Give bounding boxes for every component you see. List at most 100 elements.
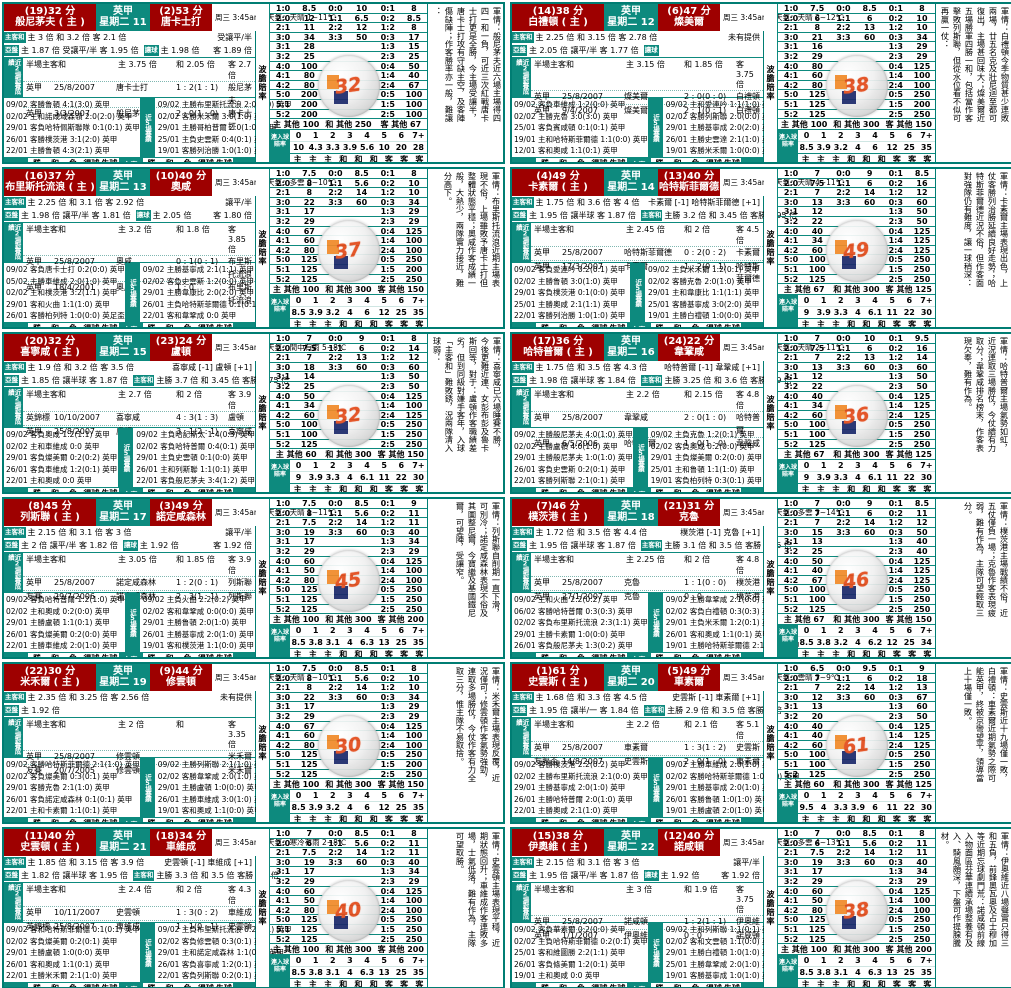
home-team-block[interactable]: (8)45 分列斯聯 ( 主 )	[4, 499, 96, 526]
htft-tag: 半全場賠率	[778, 319, 798, 327]
odds-line-1x2: 主客和主 1.75 倍 和 3.6 倍 客 4 倍卡素爾 [-1] 哈特斯菲爾德…	[512, 196, 763, 209]
home-team-block[interactable]: (17)36 分哈特普爾 ( 主 )	[512, 334, 604, 361]
cs-cell	[830, 887, 856, 896]
cs-cell: 100	[405, 731, 423, 741]
cs-cell: 40	[811, 731, 823, 741]
last5-home-row: 29/01 主勝基寧成 2:0(1:0) 英甲	[514, 783, 626, 793]
away-team-block[interactable]: (9)44 分修雲頓	[150, 664, 212, 691]
commentary-column: 軍情：史雲頓主場表現平穩，近 期狀態回升；車維成作客連敗多 場，士氣低落，難有作為，…	[428, 829, 503, 987]
h2h-head-cell: 半場主客和	[26, 390, 66, 399]
home-team-block[interactable]: (14)38 分白禮頓 ( 主 )	[512, 4, 604, 31]
hostguest-stats-tag: 主客成績	[118, 323, 143, 327]
cs-cell: 3:1	[275, 537, 291, 547]
weather-text: 天氣：天晴 2~11℃	[775, 343, 845, 352]
cs-other-cell: 客 其他 200	[885, 945, 932, 955]
cs-row: 4:2 80 2:4 67	[270, 81, 427, 91]
htft-tag: 半全場賠率	[270, 649, 290, 657]
cs-cell: 2:1	[275, 353, 291, 363]
htft-head-cell: 和客	[877, 815, 886, 824]
tg-head-cell: 7+	[412, 626, 425, 636]
h2h-cell: 車素爾	[736, 756, 760, 766]
away-team-block[interactable]: (10)40 分奧咸	[150, 169, 212, 196]
away-team-block[interactable]: (24)22 分韋鞏咸	[658, 334, 720, 361]
cs-cell: 0:3	[888, 692, 903, 702]
cs-cell: 6.5	[354, 13, 369, 23]
home-team-block[interactable]: (20)32 分喜寧咸 ( 主 )	[4, 334, 96, 361]
cs-cell: 60	[916, 197, 928, 207]
tg-values-row: 9 3.9 3.3 4 6.1 11 22 30	[798, 472, 935, 483]
away-team-block[interactable]: (21)31 分克魯	[658, 499, 720, 526]
match-info: 周三 3:45am 天氣：天晴 4~11℃	[720, 169, 845, 196]
last5-away-row: 09/02 主負克魯 1:2(0:1) 英甲	[650, 430, 755, 439]
away-team-block[interactable]: (18)34 分車維成	[150, 829, 212, 856]
commentary-text: 軍情：哈特普爾主場氣勢如虹， 近況連取三場勝仗，今仗續有力 取分；韋鞏咸排名榜末，作…	[936, 334, 1011, 492]
cs-row: 5:2 125 2:5 250	[270, 935, 427, 945]
tg-value-cell: 12	[886, 638, 898, 648]
home-rank-points: (11)40 分	[24, 831, 76, 842]
cs-cell: 12	[811, 372, 823, 382]
home-stats-header: 勝和負得球失球	[28, 158, 119, 162]
home-team-block[interactable]: (15)38 分伊奧維 ( 主 )	[512, 829, 604, 856]
cs-cell: 1:2	[888, 848, 903, 858]
hg-tag-l1: 主客	[124, 986, 138, 987]
cs-cell	[322, 100, 348, 109]
cs-cell: 3:2	[783, 216, 799, 226]
away-team-block[interactable]: (13)40 分哈特斯菲爾德	[658, 169, 720, 196]
away-team-block[interactable]: (6)47 分燦美爾	[658, 4, 720, 31]
home-team-block[interactable]: (4)49 分卡素爾 ( 主 )	[512, 169, 604, 196]
htft-tag: 半全場賠率	[778, 814, 798, 822]
cs-row: 4:1 40 1:4 125	[778, 566, 935, 576]
cs-cell: 125	[808, 274, 826, 284]
cs-cell: 0:5	[380, 420, 395, 430]
home-team-block[interactable]: (1)61 分史雲斯 ( 主 )	[512, 664, 604, 691]
tg-tag-l2: 賠率	[273, 635, 286, 643]
odds-1x2-values: 主 1.75 倍 和 3.5 倍 客 4.3 倍	[535, 363, 648, 372]
kickoff-time: 周三 3:45am	[723, 838, 770, 847]
cs-other-cell: 主 其他 60	[783, 780, 825, 790]
away-team-block[interactable]: (3)49 分諾定咸森林	[150, 499, 212, 526]
cs-cell: 6	[866, 178, 873, 188]
odds-1x2-tag: 主客和	[4, 362, 26, 373]
cs-cell	[857, 537, 883, 546]
cs-cell: 125	[405, 226, 423, 236]
cs-cell: 80	[303, 905, 315, 915]
away-team-block[interactable]: (23)24 分盧頓	[150, 334, 212, 361]
odds-line-1x2: 主客和主 1.85 倍 和 3.15 倍 客 3.9 倍史雲頓 [-1] 車維成…	[4, 856, 255, 869]
cs-cell: 7	[306, 353, 313, 363]
cs-row: 4:0 60 0:4 125	[778, 887, 935, 897]
cs-cell: 250	[913, 934, 931, 944]
cs-cell: 1:4	[888, 731, 903, 741]
away-team-block[interactable]: (5)49 分車素爾	[658, 664, 720, 691]
home-team-block[interactable]: (22)30 分米禾爾 ( 主 )	[4, 664, 96, 691]
cs-cell	[349, 702, 375, 711]
cs-row: 5:0 125 0:5 250	[270, 750, 427, 760]
home-team-block[interactable]: (16)37 分布里斯托流浪 ( 主 )	[4, 169, 96, 196]
tg-head-cell: 4	[872, 791, 878, 801]
cs-row: 5:0 200 0:5 100	[270, 90, 427, 100]
home-team-block[interactable]: (19)32 分般尼茅夫 ( 主 )	[4, 4, 96, 31]
htft-tag: 半全場賠率	[778, 979, 798, 987]
h2h-cell: 14/8/2007	[562, 756, 604, 766]
odds-extra-tag: 讓球	[122, 540, 138, 551]
away-team-name: 燦美爾	[674, 16, 704, 28]
stats-head-cell: 勝	[33, 324, 42, 329]
hg-tag-l1: 主客	[124, 161, 138, 162]
cs-cell	[830, 81, 856, 90]
cs-cell: 100	[405, 566, 423, 576]
odds-handicap-tag: 亞盤	[4, 540, 19, 551]
tg-values-row: 10 4.3 3.3 3.9 5.6 10 20 28	[290, 142, 427, 153]
cs-cell: 10	[408, 178, 420, 188]
tg-values-row: 8.5 3.8 3.1 4 6.3 13 25 35	[290, 967, 427, 978]
home-team-block[interactable]: (7)46 分樸茨港 ( 主 )	[512, 499, 604, 526]
home-team-block[interactable]: (11)40 分史雲頓 ( 主 )	[4, 829, 96, 856]
away-team-block[interactable]: (12)40 分諾咸頓	[658, 829, 720, 856]
last5-home-column: 09/02 客勝樸茨港 2:2(0:2) 英甲 02/02 主勝布里斯托流浪 2:…	[512, 758, 648, 817]
away-team-block[interactable]: (2)53 分唐卡士打	[150, 4, 212, 31]
cs-cell	[322, 90, 348, 99]
cs-cell: 1:2	[888, 188, 903, 198]
league-name: 英甲	[113, 336, 133, 347]
cs-cell	[830, 275, 856, 284]
kickoff-time: 周三 3:45am	[215, 343, 262, 352]
cs-cell: 125	[913, 556, 931, 566]
